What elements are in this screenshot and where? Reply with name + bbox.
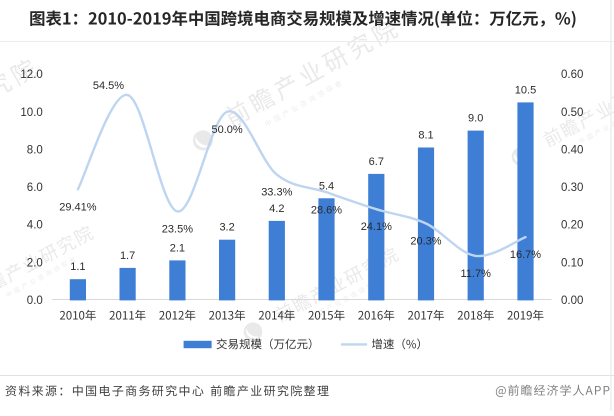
svg-text:8.0: 8.0	[27, 144, 43, 156]
svg-text:0.0: 0.0	[27, 295, 43, 307]
svg-text:24.1%: 24.1%	[361, 221, 392, 233]
svg-text:54.5%: 54.5%	[93, 80, 124, 92]
svg-text:9.0: 9.0	[468, 113, 483, 125]
svg-text:29.41%: 29.41%	[59, 201, 97, 213]
svg-text:6.0: 6.0	[27, 182, 43, 194]
svg-text:10.0: 10.0	[20, 107, 42, 119]
svg-text:1.1: 1.1	[70, 261, 85, 273]
svg-text:6.7: 6.7	[369, 156, 384, 168]
svg-text:3.2: 3.2	[219, 222, 234, 234]
svg-text:50.0%: 50.0%	[211, 124, 242, 136]
svg-text:16.7%: 16.7%	[510, 249, 541, 261]
svg-text:11.7%: 11.7%	[461, 268, 492, 280]
svg-text:12.0: 12.0	[20, 69, 42, 81]
svg-text:20.3%: 20.3%	[410, 236, 441, 248]
svg-text:0.00: 0.00	[561, 295, 583, 307]
svg-text:0.10: 0.10	[561, 257, 583, 269]
svg-text:0.20: 0.20	[561, 220, 583, 232]
svg-text:2.1: 2.1	[170, 242, 185, 254]
svg-text:28.6%: 28.6%	[311, 204, 342, 216]
svg-text:1.7: 1.7	[120, 250, 135, 262]
svg-text:5.4: 5.4	[319, 180, 334, 192]
svg-text:23.5%: 23.5%	[162, 224, 193, 236]
svg-text:8.1: 8.1	[418, 130, 433, 142]
svg-text:0.40: 0.40	[561, 144, 583, 156]
svg-text:0.50: 0.50	[561, 107, 583, 119]
svg-text:0.30: 0.30	[561, 182, 583, 194]
svg-text:10.5: 10.5	[515, 84, 536, 96]
svg-text:2.0: 2.0	[27, 257, 43, 269]
svg-text:4.0: 4.0	[27, 220, 43, 232]
svg-text:4.2: 4.2	[269, 203, 284, 215]
svg-text:0.60: 0.60	[561, 69, 583, 81]
svg-text:33.3%: 33.3%	[261, 187, 292, 199]
